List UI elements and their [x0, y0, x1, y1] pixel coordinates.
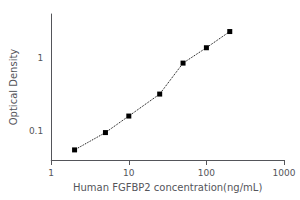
svg-text:1: 1	[37, 53, 43, 63]
svg-text:1: 1	[48, 168, 54, 178]
svg-text:Human FGFBP2 concentration(ng/: Human FGFBP2 concentration(ng/mL)	[73, 182, 262, 193]
svg-text:0.1: 0.1	[29, 126, 43, 136]
svg-text:1000: 1000	[273, 168, 296, 178]
svg-text:100: 100	[198, 168, 215, 178]
svg-text:Optical Density: Optical Density	[8, 49, 19, 126]
svg-text:10: 10	[123, 168, 135, 178]
